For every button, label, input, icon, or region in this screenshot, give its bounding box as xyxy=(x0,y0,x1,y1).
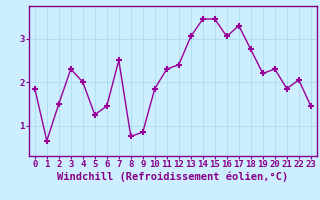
X-axis label: Windchill (Refroidissement éolien,°C): Windchill (Refroidissement éolien,°C) xyxy=(57,172,288,182)
